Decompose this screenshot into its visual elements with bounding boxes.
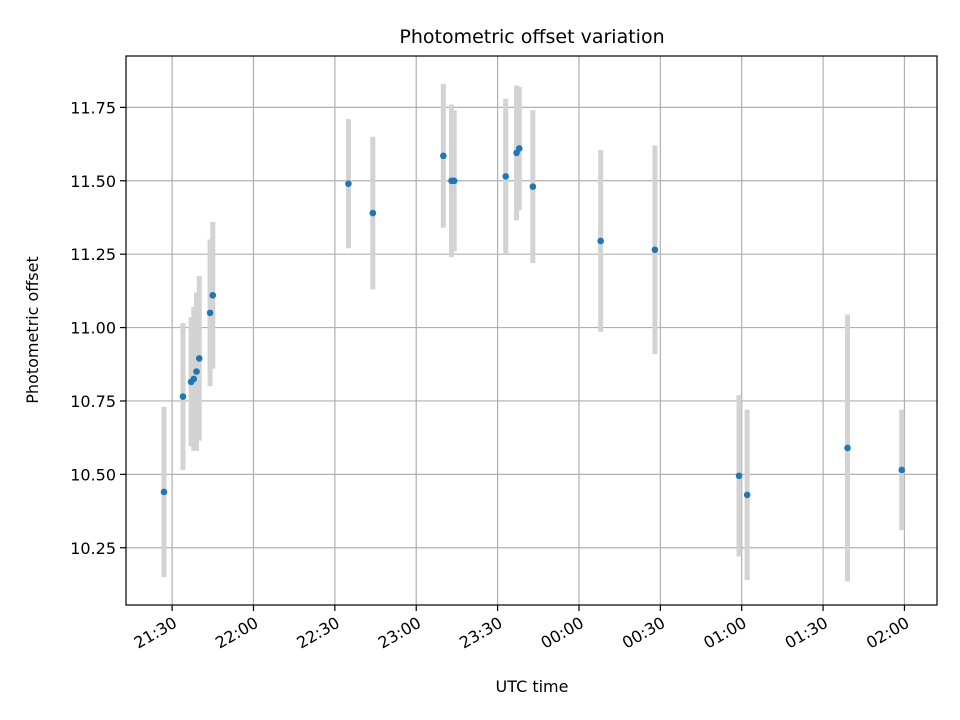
data-point [450, 177, 458, 185]
data-point [529, 183, 537, 190]
plot-frame [125, 55, 938, 606]
data-point [651, 246, 659, 254]
y-tick-label: 10.75 [70, 392, 116, 411]
x-axis-label: UTC time [496, 677, 569, 696]
data-point [735, 472, 743, 480]
data-point [160, 488, 168, 496]
data-points [160, 145, 906, 499]
data-point [195, 355, 203, 362]
data-point [743, 491, 751, 499]
data-point [502, 173, 510, 180]
y-axis-ticks: 10.25 10.50 10.75 11.00 11.25 11.50 11.75 [70, 98, 126, 558]
y-axis-label: Photometric offset [23, 256, 42, 404]
y-tick-label: 11.00 [70, 319, 116, 338]
chart-title: Photometric offset variation [399, 26, 664, 48]
data-point [844, 444, 851, 452]
grid [126, 56, 937, 605]
y-tick-label: 10.50 [70, 465, 116, 484]
data-point [190, 375, 198, 383]
data-point [209, 291, 217, 299]
data-point [206, 309, 214, 317]
data-point [597, 237, 604, 245]
y-tick-label: 10.25 [70, 539, 116, 558]
y-tick-label: 11.75 [70, 98, 116, 117]
data-point [440, 152, 447, 160]
y-tick-label: 11.50 [70, 172, 116, 191]
data-point [898, 466, 906, 474]
data-point [179, 393, 187, 400]
data-point [345, 180, 352, 188]
data-point [369, 209, 377, 217]
data-point [515, 145, 523, 152]
data-point [193, 368, 200, 375]
y-tick-label: 11.25 [70, 245, 116, 264]
